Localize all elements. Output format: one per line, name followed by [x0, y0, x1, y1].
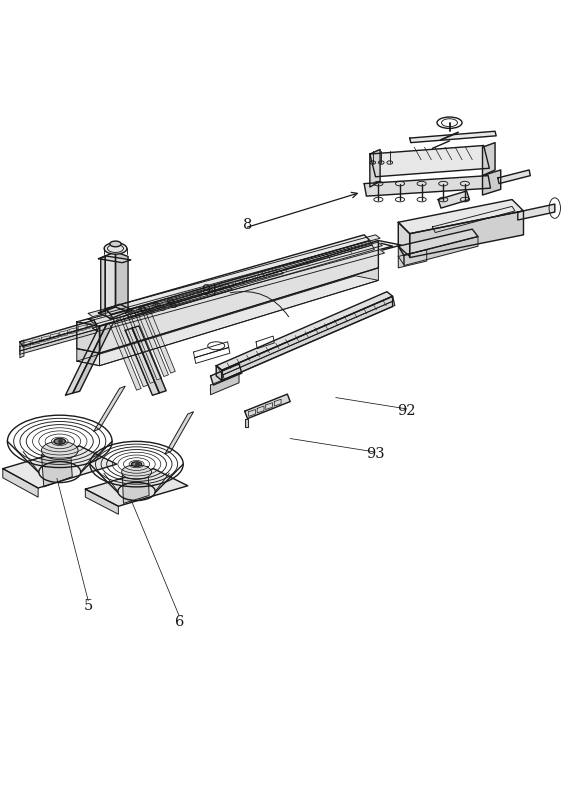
Polygon shape — [94, 386, 125, 432]
Polygon shape — [223, 301, 395, 380]
Polygon shape — [130, 311, 162, 380]
Polygon shape — [222, 296, 393, 380]
Polygon shape — [410, 211, 523, 258]
Ellipse shape — [122, 465, 151, 479]
Polygon shape — [100, 241, 378, 353]
Polygon shape — [404, 237, 478, 266]
Polygon shape — [93, 250, 385, 332]
Polygon shape — [20, 329, 97, 354]
Polygon shape — [65, 324, 107, 395]
Polygon shape — [20, 325, 97, 351]
Polygon shape — [98, 304, 133, 318]
Polygon shape — [132, 326, 166, 393]
Ellipse shape — [131, 462, 142, 466]
Polygon shape — [216, 365, 222, 380]
Polygon shape — [398, 200, 523, 233]
Polygon shape — [90, 242, 382, 324]
Polygon shape — [245, 394, 290, 419]
Polygon shape — [498, 170, 530, 184]
Polygon shape — [410, 131, 496, 142]
Polygon shape — [165, 412, 193, 454]
Polygon shape — [125, 269, 283, 318]
Polygon shape — [98, 256, 131, 263]
Polygon shape — [88, 235, 380, 317]
Polygon shape — [370, 149, 380, 187]
Text: 8: 8 — [243, 218, 252, 232]
Polygon shape — [137, 308, 168, 376]
Text: 91: 91 — [201, 284, 220, 298]
Polygon shape — [77, 241, 401, 326]
Polygon shape — [20, 320, 97, 347]
Polygon shape — [139, 302, 158, 312]
Polygon shape — [77, 349, 100, 365]
Polygon shape — [105, 252, 116, 311]
Polygon shape — [3, 446, 117, 488]
Polygon shape — [438, 191, 469, 208]
Ellipse shape — [104, 243, 127, 254]
Polygon shape — [398, 222, 410, 256]
Polygon shape — [211, 373, 239, 395]
Ellipse shape — [110, 241, 121, 247]
Polygon shape — [101, 256, 105, 313]
Polygon shape — [216, 292, 393, 370]
Polygon shape — [398, 246, 404, 265]
Polygon shape — [105, 235, 370, 314]
Polygon shape — [122, 466, 149, 503]
Text: 93: 93 — [366, 447, 385, 461]
Text: 92: 92 — [398, 404, 416, 418]
Polygon shape — [85, 468, 188, 506]
Polygon shape — [109, 322, 141, 390]
Polygon shape — [77, 322, 100, 353]
Text: 5: 5 — [84, 600, 93, 613]
Polygon shape — [222, 296, 394, 375]
Polygon shape — [483, 142, 495, 175]
Polygon shape — [73, 322, 114, 393]
Polygon shape — [364, 175, 490, 196]
Polygon shape — [105, 309, 111, 320]
Ellipse shape — [42, 441, 78, 460]
Polygon shape — [88, 244, 393, 322]
Polygon shape — [3, 468, 38, 497]
Polygon shape — [245, 419, 248, 427]
Polygon shape — [211, 364, 242, 385]
Polygon shape — [483, 170, 501, 195]
Ellipse shape — [54, 439, 65, 444]
Polygon shape — [518, 204, 555, 220]
Polygon shape — [398, 250, 427, 268]
Polygon shape — [77, 276, 378, 365]
Polygon shape — [42, 445, 72, 487]
Polygon shape — [125, 328, 159, 395]
Polygon shape — [100, 268, 378, 365]
Polygon shape — [116, 252, 128, 311]
Polygon shape — [123, 315, 155, 384]
Polygon shape — [85, 489, 118, 514]
Polygon shape — [116, 318, 148, 387]
Polygon shape — [168, 284, 232, 307]
Text: 6: 6 — [175, 615, 184, 629]
Polygon shape — [143, 305, 175, 373]
Polygon shape — [20, 340, 24, 358]
Polygon shape — [398, 230, 478, 255]
Polygon shape — [370, 145, 489, 177]
